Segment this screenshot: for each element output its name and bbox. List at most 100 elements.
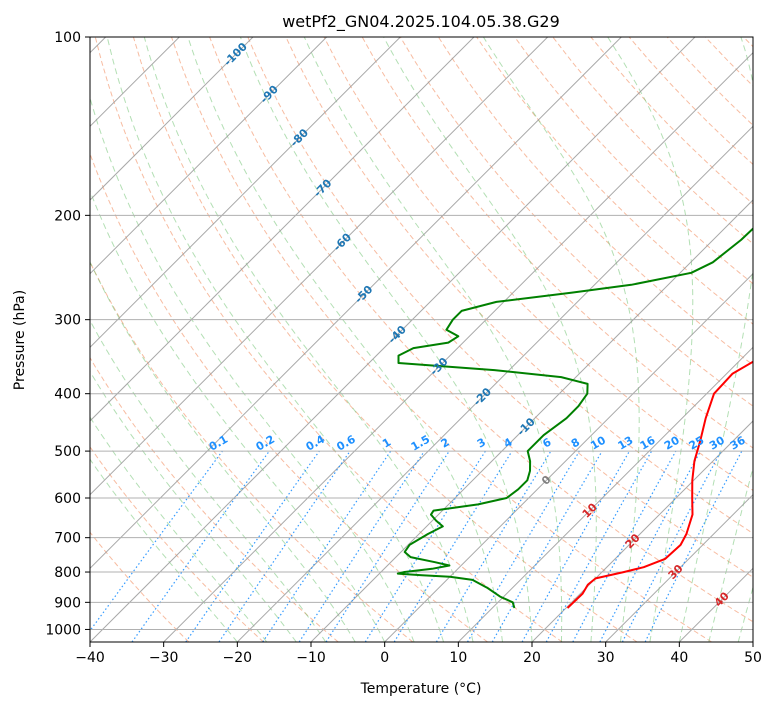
x-tick-label: −20 bbox=[223, 650, 253, 666]
x-tick-label: 20 bbox=[523, 650, 541, 666]
dry-adiabat-line bbox=[704, 37, 753, 87]
y-tick-label: 100 bbox=[54, 30, 81, 46]
y-axis-label: Pressure (hPa) bbox=[12, 290, 28, 390]
dry-adiabat-line bbox=[90, 152, 488, 642]
dry-adiabat-line bbox=[247, 37, 753, 578]
dry-adiabat-line bbox=[743, 37, 753, 48]
moist-adiabat-line bbox=[678, 37, 753, 642]
mixing-ratio-label: 3 bbox=[475, 436, 488, 451]
y-tick-label: 900 bbox=[54, 595, 81, 611]
isotherm-line bbox=[90, 37, 549, 496]
mixing-ratio-label: 8 bbox=[569, 436, 582, 451]
x-tick-label: −40 bbox=[75, 650, 105, 666]
y-tick-label: 600 bbox=[54, 491, 81, 507]
line-labels: -100-90-80-70-60-50-40-30-20-10010203040… bbox=[207, 40, 748, 610]
dry-adiabat-line bbox=[361, 37, 753, 449]
series-group bbox=[396, 227, 753, 609]
dry-adiabat-line bbox=[437, 37, 753, 366]
moist-adiabat-line bbox=[90, 319, 327, 642]
mixing-ratio-line bbox=[185, 450, 320, 642]
x-tick-label: 30 bbox=[597, 650, 615, 666]
mixing-ratio-line bbox=[644, 450, 743, 642]
x-tick-label: 50 bbox=[744, 650, 762, 666]
grid-lines bbox=[90, 36, 753, 630]
isotherm-line bbox=[90, 37, 328, 275]
isotherm-line bbox=[90, 37, 254, 201]
mixing-ratio-line bbox=[298, 450, 425, 642]
moist-adiabat-line bbox=[708, 466, 753, 642]
moist-adiabat-line bbox=[90, 370, 297, 642]
mixing-ratio-label: 16 bbox=[638, 433, 658, 452]
mixing-ratio-line bbox=[90, 450, 223, 632]
dry-adiabat-line bbox=[285, 37, 753, 535]
mixing-ratio-label: 4 bbox=[501, 435, 514, 450]
chart-title: wetPf2_GN04.2025.104.05.38.G29 bbox=[282, 12, 560, 32]
isotherm-line bbox=[236, 125, 753, 642]
mixing-ratio-label: 2 bbox=[439, 436, 452, 451]
mixing-ratio-label: 20 bbox=[662, 433, 682, 452]
dry-adiabat-line bbox=[90, 446, 264, 642]
axis-ticks: −40 −30 −20 −10 0 10 20 30 40 5010020030040050060… bbox=[45, 30, 762, 666]
mixing-ratio-line bbox=[545, 450, 653, 642]
x-tick-label: 10 bbox=[449, 650, 467, 666]
mixing-ratio-label: 6 bbox=[540, 435, 553, 450]
series-line bbox=[396, 227, 753, 609]
moist-adiabat-line bbox=[90, 260, 356, 642]
dry-adiabat-line bbox=[90, 531, 190, 642]
x-tick-label: −10 bbox=[296, 650, 326, 666]
moist-adiabat-line bbox=[482, 37, 640, 642]
dry-adiabat-line bbox=[552, 37, 753, 245]
isotherm-line bbox=[605, 493, 753, 642]
mixing-ratio-line bbox=[572, 450, 677, 642]
isotherm-line bbox=[90, 37, 475, 422]
moist-adiabat-line bbox=[187, 37, 503, 642]
mixing-ratio-line bbox=[466, 450, 580, 642]
y-tick-label: 400 bbox=[54, 387, 81, 403]
x-tick-label: −30 bbox=[149, 650, 179, 666]
dry-adiabat-line bbox=[90, 260, 414, 642]
isotherm-line bbox=[310, 199, 753, 642]
mixing-ratio-label: 0.1 bbox=[207, 433, 230, 454]
mixing-ratio-line bbox=[131, 450, 270, 642]
y-tick-label: 1000 bbox=[45, 622, 81, 638]
moist-adiabat-line bbox=[90, 189, 386, 642]
mixing-ratio-label: 0.2 bbox=[254, 433, 277, 454]
isotherm-line bbox=[90, 37, 696, 642]
isotherm-line bbox=[90, 37, 401, 349]
dry-adiabat-line bbox=[666, 37, 753, 126]
isotherm-line bbox=[90, 37, 622, 570]
dry-adiabat-line bbox=[209, 37, 753, 623]
moist-adiabat-line bbox=[383, 37, 597, 642]
isotherm-line bbox=[384, 272, 753, 642]
isotherm-line bbox=[678, 567, 753, 642]
dry-adiabat-line bbox=[171, 37, 712, 642]
dry-adiabat-line bbox=[399, 37, 753, 407]
mixing-ratio-label: 25 bbox=[687, 434, 707, 453]
mixing-ratio-line bbox=[218, 450, 351, 642]
moist-adiabat-line bbox=[607, 37, 694, 642]
moist-adiabat-line bbox=[737, 585, 753, 642]
dry-adiabat-line bbox=[94, 37, 563, 642]
mixing-ratio-label: 10 bbox=[588, 433, 608, 452]
moist-adiabat-line bbox=[303, 37, 563, 642]
plot-frame bbox=[89, 36, 754, 643]
y-tick-label: 800 bbox=[54, 565, 81, 581]
mixing-ratio-line bbox=[599, 450, 702, 642]
y-tick-label: 300 bbox=[54, 313, 81, 329]
dry-adiabat-line bbox=[590, 37, 753, 205]
y-tick-label: 200 bbox=[54, 208, 81, 224]
moist-adiabat-line bbox=[106, 37, 445, 642]
moist-adiabat-line bbox=[90, 458, 238, 642]
x-tick-label: 0 bbox=[380, 650, 389, 666]
mixing-ratio-label: 36 bbox=[728, 433, 748, 452]
isotherm-line bbox=[457, 346, 753, 642]
moist-adiabat-line bbox=[143, 37, 474, 642]
dry-adiabat-line bbox=[514, 37, 753, 285]
x-tick-label: 40 bbox=[670, 650, 688, 666]
background-lines bbox=[90, 37, 753, 642]
mixing-ratio-label: 0.4 bbox=[304, 432, 328, 453]
mixing-ratio-label: 0.6 bbox=[334, 432, 358, 453]
dry-adiabat-line bbox=[90, 356, 339, 642]
moist-adiabat-line bbox=[90, 416, 268, 642]
dry-adiabat-line bbox=[132, 37, 638, 642]
